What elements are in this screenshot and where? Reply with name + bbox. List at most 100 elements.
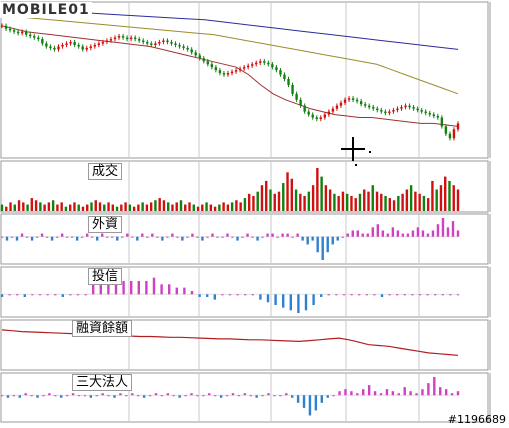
volume-bar <box>384 195 387 211</box>
bar-mark <box>256 236 259 241</box>
bar-mark <box>221 294 224 296</box>
bar-mark <box>54 294 57 296</box>
candle-body <box>456 123 460 130</box>
bar-mark <box>5 236 9 241</box>
candle-body <box>412 107 415 109</box>
bar-mark <box>444 389 448 396</box>
panel-frame <box>0 266 489 318</box>
volume-bar <box>149 202 153 211</box>
bar-mark <box>76 294 80 296</box>
bar-mark <box>301 236 304 241</box>
bar-mark <box>302 395 306 408</box>
bar-mark <box>267 393 270 396</box>
bar-mark <box>373 294 376 296</box>
bar-mark <box>48 393 51 396</box>
candle-body <box>388 111 391 114</box>
candle-body <box>347 98 351 100</box>
bar-mark <box>388 294 391 296</box>
volume-bar <box>397 195 400 211</box>
watermark-logo: MOBILE01 <box>0 2 92 18</box>
bar-mark <box>350 294 353 296</box>
volume-bar <box>179 200 183 211</box>
volume-bar <box>452 185 455 211</box>
bar-mark <box>456 391 460 396</box>
volume-bar <box>320 176 323 211</box>
margin-balance-line <box>1 329 459 356</box>
candle-body <box>174 43 177 45</box>
bar-mark <box>244 294 247 296</box>
candle-body <box>331 108 335 112</box>
bar-mark <box>191 233 194 237</box>
bar-mark <box>427 383 430 396</box>
candle-body <box>246 65 250 68</box>
bar-mark <box>65 395 69 397</box>
grid <box>0 1 491 423</box>
bar-mark <box>449 294 452 296</box>
bar-mark <box>380 294 384 297</box>
bar-mark <box>142 395 146 398</box>
bar-mark <box>289 294 292 311</box>
volume-bar <box>426 198 430 211</box>
bar-mark <box>8 294 11 296</box>
candle-body <box>238 68 242 71</box>
bar-mark <box>126 233 129 237</box>
candle-body <box>202 58 205 62</box>
bar-mark <box>201 236 204 241</box>
bar-mark <box>15 236 19 241</box>
volume-bar <box>290 178 293 211</box>
crosshair-cursor[interactable] <box>341 137 371 166</box>
panel-frame <box>0 1 489 159</box>
bar-mark <box>30 395 33 397</box>
candle-body <box>452 129 456 139</box>
volume-bar <box>141 202 144 211</box>
bar-mark <box>279 395 282 397</box>
bar-mark <box>251 294 254 296</box>
bar-mark <box>24 393 27 396</box>
candle-body <box>166 40 169 43</box>
candle-body <box>69 42 72 44</box>
bar-mark <box>326 236 329 253</box>
candle-body <box>170 42 173 44</box>
bar-mark <box>89 395 93 398</box>
volume-bar <box>409 185 413 211</box>
candle-body <box>81 46 84 50</box>
bar-mark <box>385 389 389 396</box>
volume-bar <box>269 189 272 211</box>
candle-body <box>404 105 407 108</box>
candle-body <box>311 114 314 118</box>
volume-bar <box>34 200 38 211</box>
bar-mark <box>316 236 319 253</box>
candle-body <box>271 64 274 68</box>
volume-bar <box>380 193 383 211</box>
volume-bar <box>358 193 362 211</box>
bar-mark <box>456 230 460 237</box>
price-panel <box>0 7 460 141</box>
volume-bar <box>456 189 460 211</box>
bar-mark <box>335 294 338 296</box>
bar-mark <box>291 236 294 238</box>
bar-mark <box>156 236 159 238</box>
volume-bar <box>337 195 340 211</box>
bar-mark <box>31 294 34 296</box>
candle-body <box>53 47 56 50</box>
candle-body <box>206 61 210 65</box>
bar-mark <box>54 395 57 397</box>
institutions-label: 三大法人 <box>72 374 133 391</box>
volume-bar <box>56 204 59 211</box>
bar-mark <box>45 236 49 238</box>
bar-mark <box>175 287 178 295</box>
volume-bar <box>252 195 255 211</box>
bar-mark <box>10 236 14 238</box>
volume-bar <box>328 189 332 211</box>
bar-mark <box>236 294 239 296</box>
bar-mark <box>83 395 87 397</box>
volume-bar <box>213 206 217 211</box>
volume-bar <box>333 193 336 211</box>
volume-bar <box>286 172 289 211</box>
bar-mark <box>276 236 279 238</box>
bar-mark <box>196 395 199 397</box>
bar-mark <box>436 224 440 237</box>
bar-mark <box>396 294 399 296</box>
volume-bar <box>171 204 174 211</box>
volume-bar <box>167 202 170 211</box>
